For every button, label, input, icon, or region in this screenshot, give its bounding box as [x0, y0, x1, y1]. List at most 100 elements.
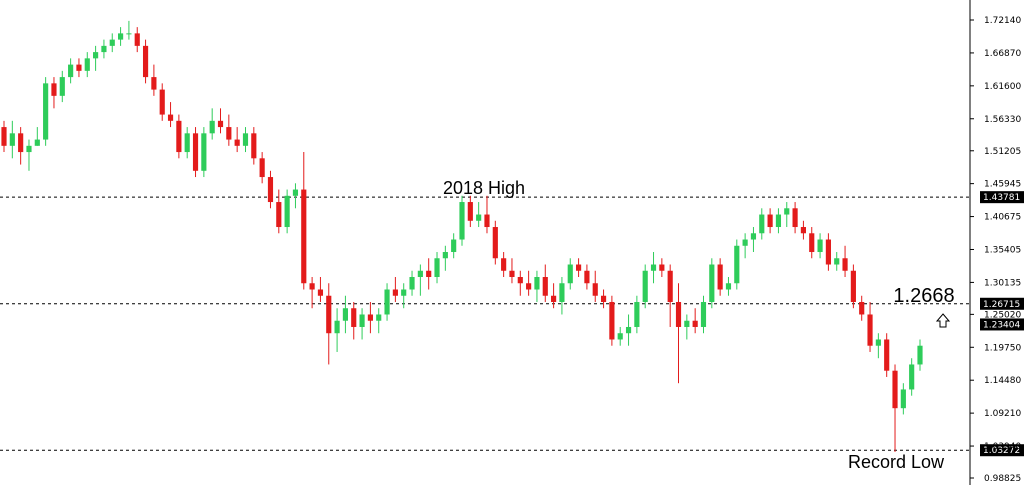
candle-body — [359, 314, 365, 327]
candle — [792, 202, 798, 234]
candle — [834, 252, 840, 271]
candle-body — [834, 258, 840, 265]
candle — [692, 308, 698, 334]
candle-body — [684, 320, 690, 327]
candle-body — [392, 289, 398, 296]
level-label: 1.26715 — [983, 300, 1020, 310]
candle-body — [267, 177, 274, 203]
candle — [800, 220, 806, 240]
candle — [609, 295, 615, 346]
candle — [584, 264, 590, 290]
candle-body — [317, 289, 324, 296]
candle — [542, 264, 548, 302]
candle-body — [226, 127, 232, 140]
candle — [76, 58, 82, 78]
candle-body — [900, 389, 906, 409]
candle-body — [442, 252, 448, 259]
candle-body — [68, 64, 74, 78]
candle-body — [76, 64, 82, 71]
candle — [326, 283, 332, 365]
candle — [9, 120, 15, 159]
candle — [467, 195, 473, 228]
candle-body — [259, 158, 265, 178]
candle — [51, 77, 57, 109]
y-tick-label: 1.14480 — [984, 376, 1021, 386]
candle-body — [9, 133, 15, 146]
candle — [284, 189, 290, 234]
y-tick-label: 1.61600 — [984, 82, 1021, 92]
candle-body — [792, 208, 798, 228]
candle-body — [18, 133, 24, 153]
candle-body — [309, 283, 315, 290]
y-tick-label: 1.72140 — [984, 16, 1021, 26]
candle — [1, 120, 7, 153]
candle — [84, 52, 90, 78]
level-label-box — [980, 297, 1024, 310]
candle — [251, 127, 257, 165]
candle-body — [800, 227, 806, 234]
candle — [734, 239, 740, 290]
candle — [875, 333, 881, 359]
candle — [750, 227, 757, 253]
y-tick-label: 1.45945 — [984, 180, 1021, 190]
candle-body — [151, 77, 157, 90]
candle — [351, 301, 357, 340]
y-tick-label: 1.30135 — [984, 278, 1021, 288]
candle — [476, 202, 482, 228]
candle — [634, 295, 640, 334]
candle-body — [201, 133, 207, 171]
y-tick-label: 1.40675 — [984, 213, 1021, 223]
candle — [451, 233, 457, 259]
candle-body — [34, 139, 40, 146]
annotation-record-low: Record Low — [848, 452, 945, 472]
candle — [359, 308, 365, 340]
candle-body — [509, 270, 515, 278]
annotation-2018-high: 2018 High — [443, 178, 525, 198]
candle-body — [1, 127, 7, 146]
annotation-1-2668: 1.2668 — [893, 285, 954, 307]
candle-body — [284, 195, 290, 228]
candle — [101, 39, 107, 59]
candle-body — [559, 283, 565, 302]
candle-body — [734, 245, 740, 284]
candle-body — [767, 214, 773, 228]
candle-body — [426, 270, 432, 278]
candle-body — [301, 189, 307, 284]
candle — [68, 58, 74, 84]
candle — [526, 270, 532, 296]
candle-body — [384, 289, 390, 315]
candle — [859, 295, 865, 321]
candle — [459, 195, 465, 246]
candle-body — [534, 277, 540, 290]
candle — [867, 301, 873, 352]
candle-body — [451, 239, 457, 253]
y-tick-label: 1.51205 — [984, 147, 1021, 157]
candle — [151, 64, 157, 96]
candle — [509, 258, 515, 284]
candle — [767, 208, 773, 234]
candle-body — [126, 33, 132, 35]
candle-body — [401, 289, 407, 296]
candle-body — [142, 45, 149, 78]
candle — [118, 27, 124, 46]
candle — [759, 208, 765, 240]
candle — [842, 245, 848, 278]
candle-body — [659, 264, 665, 271]
candle — [18, 127, 24, 165]
candle — [126, 20, 132, 40]
candle — [700, 295, 707, 334]
level-label: 1.03272 — [983, 446, 1020, 456]
candle-body — [184, 133, 190, 153]
candle — [442, 245, 448, 271]
candle-body — [101, 45, 107, 53]
candle — [501, 252, 507, 278]
candle-body — [342, 308, 348, 321]
candle — [659, 258, 665, 278]
candle-body — [609, 301, 615, 340]
candle-body — [326, 295, 332, 334]
candle — [909, 358, 915, 396]
candle — [650, 252, 657, 284]
level-label-box — [980, 191, 1024, 204]
candle-body — [484, 214, 490, 228]
